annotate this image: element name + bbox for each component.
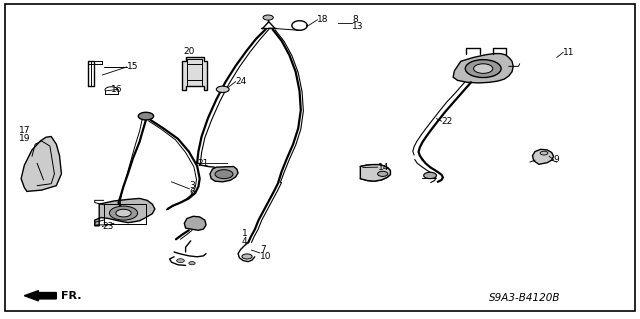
Text: 23: 23	[102, 222, 114, 231]
Polygon shape	[532, 149, 554, 164]
Polygon shape	[95, 198, 155, 226]
Text: 3: 3	[189, 181, 195, 189]
Circle shape	[378, 171, 388, 176]
Text: 10: 10	[260, 252, 271, 261]
Text: 16: 16	[111, 85, 122, 94]
Circle shape	[263, 15, 273, 20]
Text: 11: 11	[563, 48, 575, 57]
Text: 19: 19	[19, 134, 31, 143]
Circle shape	[465, 60, 501, 78]
Text: S9A3-B4120B: S9A3-B4120B	[489, 293, 561, 303]
Polygon shape	[210, 167, 238, 182]
Circle shape	[116, 209, 131, 217]
Circle shape	[242, 254, 252, 259]
Circle shape	[215, 170, 233, 179]
Polygon shape	[182, 57, 207, 90]
Polygon shape	[184, 216, 206, 230]
Circle shape	[540, 151, 548, 155]
Polygon shape	[21, 137, 61, 191]
Text: 7: 7	[260, 245, 266, 254]
Circle shape	[177, 259, 184, 263]
Polygon shape	[360, 165, 390, 181]
Text: 22: 22	[442, 117, 453, 126]
Circle shape	[216, 86, 229, 93]
Text: 9: 9	[554, 155, 559, 164]
Text: 21: 21	[197, 159, 209, 168]
Text: 4: 4	[242, 237, 248, 246]
Circle shape	[138, 112, 154, 120]
FancyArrow shape	[24, 291, 56, 301]
Polygon shape	[453, 54, 513, 83]
Text: 1: 1	[242, 229, 248, 238]
Circle shape	[189, 262, 195, 265]
Text: 6: 6	[189, 188, 195, 197]
Text: 17: 17	[19, 126, 31, 135]
Text: 18: 18	[317, 15, 329, 24]
Text: 24: 24	[236, 77, 247, 86]
Text: 14: 14	[378, 163, 389, 172]
Text: 13: 13	[352, 22, 364, 31]
Text: 20: 20	[183, 47, 195, 56]
Text: FR.: FR.	[61, 291, 82, 301]
Text: 15: 15	[127, 63, 138, 71]
Circle shape	[109, 206, 138, 220]
Circle shape	[474, 64, 493, 73]
Circle shape	[424, 172, 436, 179]
Text: 8: 8	[352, 15, 358, 24]
